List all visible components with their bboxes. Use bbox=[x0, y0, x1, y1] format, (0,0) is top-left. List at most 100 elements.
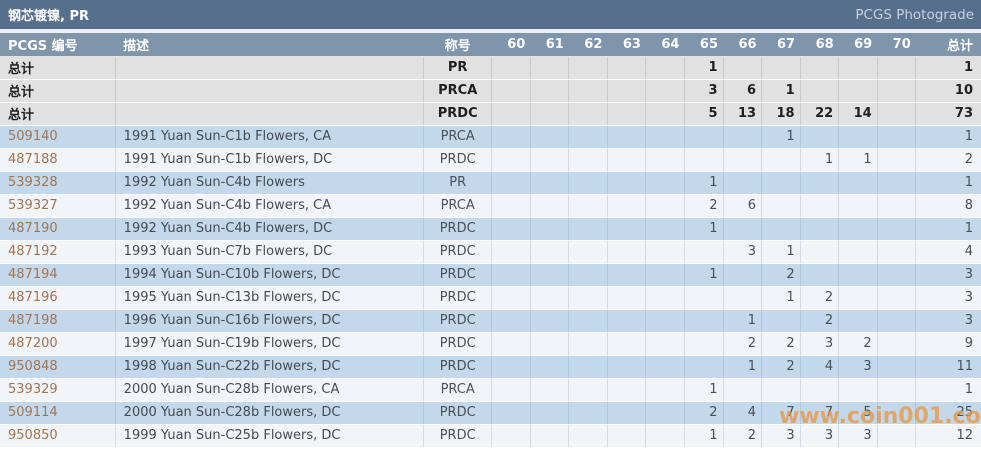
grade-64-cell bbox=[645, 171, 685, 195]
grade-68-cell: 2 bbox=[800, 286, 840, 310]
header-designation: 称号 bbox=[423, 33, 492, 57]
grade-60-cell bbox=[491, 79, 531, 103]
grade-60-cell bbox=[491, 309, 531, 333]
table-body: 总计 PR 1 1 总计 PRCA 3 6 1 10 总计 PRDC 5 13 18 22 14 73 509140… bbox=[0, 56, 981, 448]
grade-66-cell: 1 bbox=[723, 309, 763, 333]
grade-63-cell bbox=[607, 56, 647, 80]
grade-61-cell bbox=[530, 401, 570, 425]
pcgs-number-link[interactable]: 487196 bbox=[8, 290, 58, 305]
description-cell: 1991 Yuan Sun-C1b Flowers, CA bbox=[115, 125, 425, 149]
grade-61-cell bbox=[530, 56, 570, 80]
grade-61-cell bbox=[530, 309, 570, 333]
grade-61-cell bbox=[530, 263, 570, 287]
grade-65-cell: 2 bbox=[684, 194, 724, 218]
grade-64-cell bbox=[645, 309, 685, 333]
grade-67-cell: 18 bbox=[761, 102, 801, 126]
row-total-cell: 9 bbox=[915, 332, 981, 356]
pcgs-number-link[interactable]: 487188 bbox=[8, 152, 58, 167]
grade-60-cell bbox=[491, 240, 531, 264]
pcgs-number-link[interactable]: 539329 bbox=[8, 382, 58, 397]
population-table: PCGS 编号 描述 称号 60 61 62 63 64 65 66 67 68… bbox=[0, 33, 981, 448]
grade-60-cell bbox=[491, 125, 531, 149]
grade-64-cell bbox=[645, 401, 685, 425]
pcgs-number-link[interactable]: 539328 bbox=[8, 175, 58, 190]
designation-cell: PRDC bbox=[423, 401, 493, 425]
pcgs-number-link[interactable]: 487198 bbox=[8, 313, 58, 328]
pcgs-number-link[interactable]: 487192 bbox=[8, 244, 58, 259]
grade-68-cell bbox=[800, 378, 840, 402]
page-title: 钢芯镀镍, PR bbox=[8, 9, 90, 24]
pcgs-number-link[interactable]: 509114 bbox=[8, 405, 58, 420]
table-row: 539327 1992 Yuan Sun-C4b Flowers, CA PRCA 2… bbox=[0, 194, 981, 218]
description-cell: 1997 Yuan Sun-C19b Flowers, DC bbox=[115, 332, 425, 356]
header-grade-60: 60 bbox=[491, 33, 531, 57]
grade-60-cell bbox=[491, 286, 531, 310]
photograde-link[interactable]: PCGS Photograde bbox=[855, 6, 974, 23]
designation-cell: PRDC bbox=[423, 102, 493, 126]
designation-cell: PR bbox=[423, 56, 493, 80]
pcgs-number-link[interactable]: 950848 bbox=[8, 359, 58, 374]
grade-60-cell bbox=[491, 194, 531, 218]
grade-63-cell bbox=[607, 148, 647, 172]
table-row: 539328 1992 Yuan Sun-C4b Flowers PR 1 1 bbox=[0, 171, 981, 195]
grade-60-cell bbox=[491, 424, 531, 448]
description-cell: 1992 Yuan Sun-C4b Flowers, DC bbox=[115, 217, 425, 241]
grade-67-cell bbox=[761, 56, 801, 80]
grade-68-cell: 22 bbox=[800, 102, 840, 126]
grade-62-cell bbox=[568, 424, 608, 448]
pcgs-number-link[interactable]: 487190 bbox=[8, 221, 58, 236]
page-background-strip bbox=[0, 29, 981, 33]
row-total-cell: 8 bbox=[915, 194, 981, 218]
description-cell bbox=[115, 79, 425, 103]
grade-62-cell bbox=[568, 240, 608, 264]
grade-69-cell bbox=[838, 286, 878, 310]
grade-64-cell bbox=[645, 240, 685, 264]
grade-60-cell bbox=[491, 56, 531, 80]
grade-67-cell bbox=[761, 148, 801, 172]
row-total-cell: 1 bbox=[915, 56, 981, 80]
grade-67-cell: 2 bbox=[761, 263, 801, 287]
description-cell: 1996 Yuan Sun-C16b Flowers, DC bbox=[115, 309, 425, 333]
pcgs-number-cell: 487188 bbox=[0, 148, 116, 172]
grade-61-cell bbox=[530, 240, 570, 264]
grade-70-cell bbox=[877, 217, 917, 241]
pcgs-number-link[interactable]: 950850 bbox=[8, 428, 58, 443]
grade-70-cell bbox=[877, 171, 917, 195]
grade-69-cell: 2 bbox=[838, 332, 878, 356]
table-row: 487198 1996 Yuan Sun-C16b Flowers, DC PRDC… bbox=[0, 309, 981, 333]
pcgs-number-cell: 950850 bbox=[0, 424, 116, 448]
grade-60-cell bbox=[491, 171, 531, 195]
designation-cell: PR bbox=[423, 171, 493, 195]
grade-62-cell bbox=[568, 194, 608, 218]
header-grade-61: 61 bbox=[530, 33, 569, 57]
grade-66-cell bbox=[723, 171, 763, 195]
pcgs-number-link[interactable]: 539327 bbox=[8, 198, 58, 213]
grade-63-cell bbox=[607, 240, 647, 264]
grade-67-cell bbox=[761, 194, 801, 218]
pcgs-number-cell: 487200 bbox=[0, 332, 116, 356]
grade-70-cell bbox=[877, 332, 917, 356]
grade-60-cell bbox=[491, 102, 531, 126]
pcgs-number-link[interactable]: 487194 bbox=[8, 267, 58, 282]
table-row: 509140 1991 Yuan Sun-C1b Flowers, CA PRCA 1… bbox=[0, 125, 981, 149]
description-cell: 1999 Yuan Sun-C25b Flowers, DC bbox=[115, 424, 425, 448]
total-row: 总计 PRCA 3 6 1 10 bbox=[0, 79, 981, 103]
table-row: 487190 1992 Yuan Sun-C4b Flowers, DC PRDC 1… bbox=[0, 217, 981, 241]
description-cell: 1991 Yuan Sun-C1b Flowers, DC bbox=[115, 148, 425, 172]
grade-64-cell bbox=[645, 56, 685, 80]
grade-64-cell bbox=[645, 263, 685, 287]
grade-66-cell: 2 bbox=[723, 332, 763, 356]
total-row: 总计 PR 1 1 bbox=[0, 56, 981, 80]
grade-64-cell bbox=[645, 102, 685, 126]
pcgs-number-cell: 539328 bbox=[0, 171, 116, 195]
grade-65-cell: 1 bbox=[684, 378, 724, 402]
grade-65-cell: 3 bbox=[684, 79, 724, 103]
pcgs-number-link[interactable]: 509140 bbox=[8, 129, 58, 144]
pcgs-number-link[interactable]: 487200 bbox=[8, 336, 58, 351]
grade-70-cell bbox=[877, 194, 917, 218]
grade-62-cell bbox=[568, 263, 608, 287]
grade-63-cell bbox=[607, 194, 647, 218]
grade-62-cell bbox=[568, 102, 608, 126]
grade-64-cell bbox=[645, 125, 685, 149]
grade-60-cell bbox=[491, 378, 531, 402]
